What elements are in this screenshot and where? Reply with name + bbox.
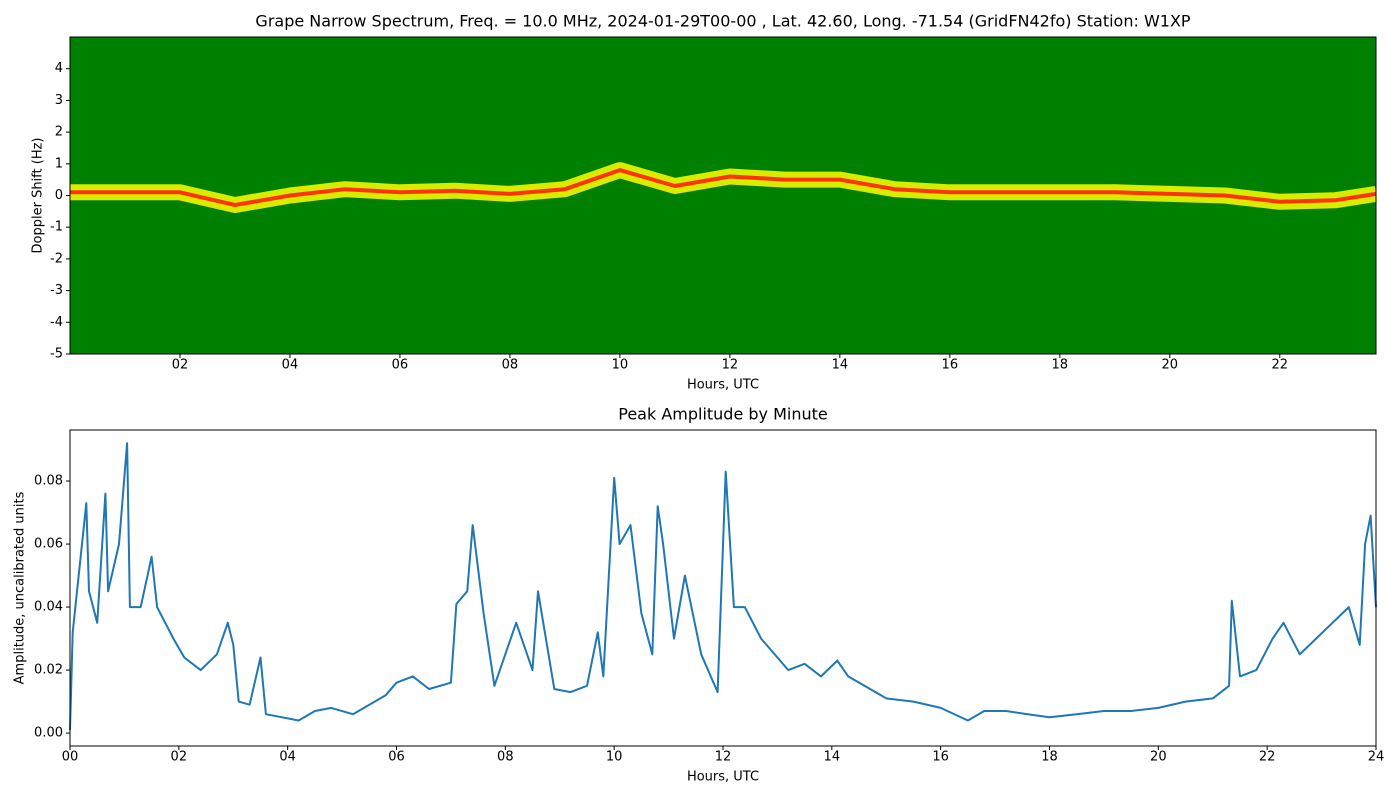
chart-title: Peak Amplitude by Minute xyxy=(618,405,828,424)
y-tick-label: 0.06 xyxy=(34,537,63,552)
y-tick-label: 0.00 xyxy=(34,726,63,741)
y-tick-label: 1 xyxy=(55,156,63,171)
x-tick-label: 10 xyxy=(612,358,629,373)
y-tick-label: -4 xyxy=(50,315,63,330)
y-tick-label: 0.02 xyxy=(34,663,63,678)
x-tick-label: 04 xyxy=(282,358,299,373)
x-tick-label: 14 xyxy=(824,750,841,765)
x-tick-label: 10 xyxy=(606,750,623,765)
y-tick-label: 4 xyxy=(55,61,63,76)
x-tick-label: 04 xyxy=(279,750,296,765)
y-tick-label: -5 xyxy=(50,347,63,362)
x-axis-label: Hours, UTC xyxy=(687,770,759,785)
x-tick-label: 16 xyxy=(942,358,959,373)
x-tick-label: 00 xyxy=(62,750,79,765)
y-axis-label: Amplitude, uncalibrated units xyxy=(13,491,28,684)
x-tick-label: 20 xyxy=(1162,358,1179,373)
x-tick-label: 06 xyxy=(392,358,409,373)
y-tick-label: 3 xyxy=(55,93,63,108)
x-tick-label: 16 xyxy=(932,750,949,765)
x-tick-label: 08 xyxy=(502,358,519,373)
y-tick-label: 2 xyxy=(55,125,63,140)
x-tick-label: 08 xyxy=(497,750,514,765)
x-tick-label: 12 xyxy=(722,358,739,373)
y-tick-label: -3 xyxy=(50,283,63,298)
x-tick-label: 20 xyxy=(1150,750,1167,765)
y-tick-label: -1 xyxy=(50,220,63,235)
y-tick-label: 0 xyxy=(55,188,63,203)
y-axis-label: Doppler Shift (Hz) xyxy=(31,138,46,254)
y-tick-label: 0.04 xyxy=(34,600,63,615)
x-tick-label: 02 xyxy=(171,750,188,765)
amplitude-line xyxy=(69,442,1377,730)
doppler-core xyxy=(70,168,1377,207)
y-tick-label: 0.08 xyxy=(34,474,63,489)
x-tick-label: 12 xyxy=(715,750,732,765)
x-tick-label: 24 xyxy=(1368,750,1385,765)
x-tick-label: 18 xyxy=(1052,358,1069,373)
x-tick-label: 06 xyxy=(388,750,405,765)
x-axis-label: Hours, UTC xyxy=(687,378,759,393)
plot-frame xyxy=(69,429,1377,747)
chart-title: Grape Narrow Spectrum, Freq. = 10.0 MHz,… xyxy=(255,12,1191,31)
x-tick-label: 22 xyxy=(1259,750,1276,765)
x-tick-label: 18 xyxy=(1041,750,1058,765)
x-tick-label: 22 xyxy=(1271,358,1288,373)
y-tick-label: -2 xyxy=(50,251,63,266)
x-tick-label: 14 xyxy=(832,358,849,373)
x-tick-label: 02 xyxy=(172,358,189,373)
